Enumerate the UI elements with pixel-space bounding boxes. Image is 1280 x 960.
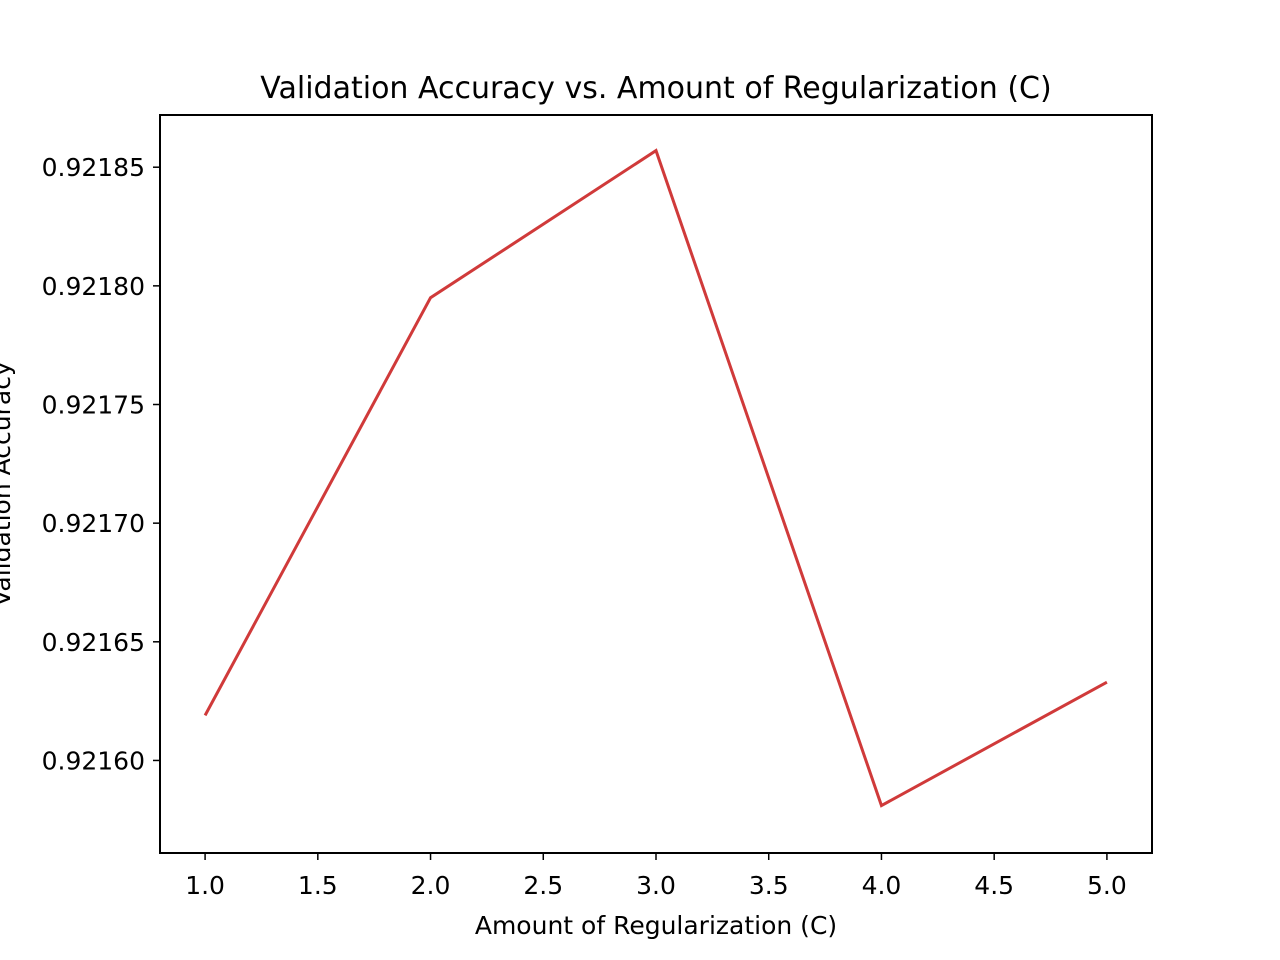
chart-title: Validation Accuracy vs. Amount of Regula… <box>260 71 1051 106</box>
y-tick-label: 0.92185 <box>42 153 145 182</box>
x-ticks-group: 1.0 1.5 2.0 2.5 3.0 3.5 4.0 4.5 5.0 <box>185 853 1127 900</box>
y-tick-label: 0.92165 <box>42 628 145 657</box>
x-tick-label: 5.0 <box>1087 871 1127 900</box>
y-tick-label: 0.92180 <box>42 272 145 301</box>
x-tick-label: 3.0 <box>636 871 676 900</box>
x-tick-label: 1.5 <box>298 871 338 900</box>
series-line <box>203 148 1108 808</box>
y-tick-label: 0.92170 <box>42 509 145 538</box>
x-tick-label: 1.0 <box>185 871 225 900</box>
x-tick-label: 4.5 <box>974 871 1014 900</box>
y-tick-label: 0.92175 <box>42 391 145 420</box>
x-tick-label: 3.5 <box>749 871 789 900</box>
y-axis-label: Validation Accuracy <box>0 361 16 607</box>
y-tick-label: 0.92160 <box>42 746 145 775</box>
x-tick-label: 4.0 <box>862 871 902 900</box>
x-axis-label: Amount of Regularization (C) <box>475 911 837 940</box>
x-tick-label: 2.5 <box>523 871 563 900</box>
x-tick-label: 2.0 <box>411 871 451 900</box>
y-ticks-group: 0.92160 0.92165 0.92170 0.92175 0.92180 0.921… <box>42 153 160 775</box>
plot-series-group <box>203 148 1108 808</box>
